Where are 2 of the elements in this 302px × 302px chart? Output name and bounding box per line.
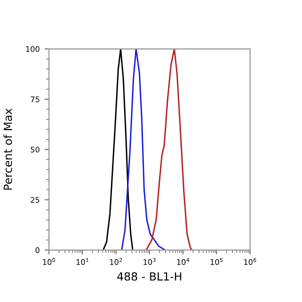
y-axis-title: Percent of Max	[3, 108, 12, 190]
x-axis-title: 488 - BL1-H	[117, 272, 182, 281]
